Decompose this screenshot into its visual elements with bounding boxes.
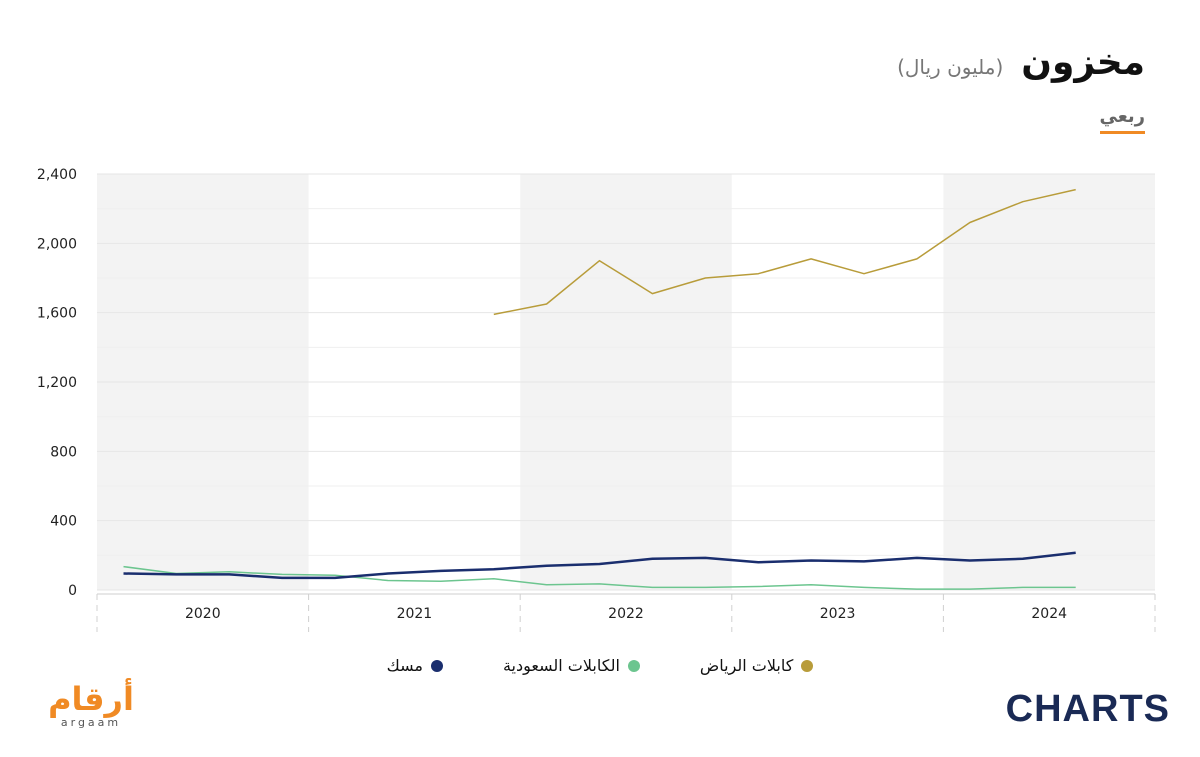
chart-title: مخزون (1021, 42, 1145, 83)
x-tick-label-2024: 2024 (1031, 606, 1067, 622)
legend-item-saudi[interactable]: الكابلات السعودية (503, 656, 640, 675)
chart-unit: (مليون ريال) (897, 55, 1004, 79)
argaam-logo: أرقام argaam (36, 676, 146, 734)
x-tick-label-2022: 2022 (608, 606, 644, 622)
charts-logo: CHARTS (1005, 688, 1170, 730)
argaam-logo-latin: argaam (61, 716, 121, 729)
legend-dot-mesk (430, 659, 443, 672)
legend-label-riyadh: كابلات الرياض (699, 656, 794, 675)
y-tick-label: 1,600 (37, 306, 77, 322)
y-tick-label: 0 (68, 583, 77, 599)
line-chart: 0 400 800 1,200 1,600 2,000 2,400 2020 2021 2022 2… (37, 167, 1156, 632)
x-tick-label-2020: 2020 (185, 606, 221, 622)
legend-item-riyadh[interactable]: كابلات الرياض (699, 656, 814, 675)
legend-label-mesk: مسك (386, 656, 423, 675)
legend-dot-riyadh (801, 659, 814, 672)
x-tick-label-2023: 2023 (820, 606, 856, 622)
y-tick-label: 2,000 (37, 236, 77, 252)
series-line-mesk (123, 551, 1076, 580)
period-tab-quarterly[interactable]: ربعي (1099, 106, 1145, 134)
series-line-saudi (123, 565, 1076, 590)
y-tick-label: 1,200 (37, 375, 77, 391)
argaam-logo-text: أرقام (48, 678, 134, 718)
chart-legend: كابلات الرياض الكابلات السعودية مسك (0, 656, 1200, 675)
y-tick-label: 400 (50, 514, 77, 530)
y-tick-label: 800 (50, 444, 77, 460)
x-tick-label-2021: 2021 (397, 606, 433, 622)
series-line-riyadh (493, 188, 1076, 316)
y-tick-label: 2,400 (37, 167, 77, 183)
legend-label-saudi: الكابلات السعودية (502, 656, 620, 675)
legend-item-mesk[interactable]: مسك (387, 656, 443, 675)
legend-dot-saudi (627, 659, 640, 672)
chart-header: مخزون (مليون ريال) (897, 42, 1145, 83)
